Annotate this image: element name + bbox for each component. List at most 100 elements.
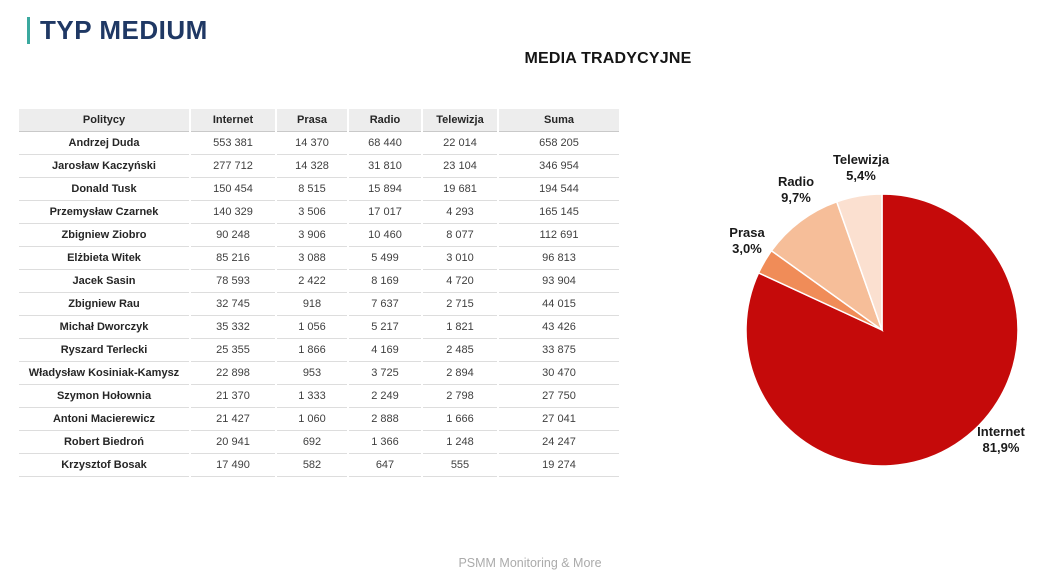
value-cell: 14 328 (277, 155, 347, 178)
media-table: Politycy Internet Prasa Radio Telewizja Suma … (17, 109, 621, 477)
value-cell: 27 750 (499, 385, 619, 408)
value-cell: 3 906 (277, 224, 347, 247)
value-cell: 33 875 (499, 339, 619, 362)
table-row: Zbigniew Rau 32 745 918 7 637 2 715 44 015 (19, 293, 619, 316)
value-cell: 25 355 (191, 339, 275, 362)
pie-label-telewizja-name: Telewizja (832, 152, 890, 167)
value-cell: 30 470 (499, 362, 619, 385)
value-cell: 10 460 (349, 224, 421, 247)
page-title: TYP MEDIUM (27, 15, 208, 46)
value-cell: 555 (423, 454, 497, 477)
value-cell: 140 329 (191, 201, 275, 224)
table-body: Andrzej Duda 553 381 14 370 68 440 22 014 658… (19, 132, 619, 477)
table-header: Politycy Internet Prasa Radio Telewizja Suma (19, 109, 619, 132)
value-cell: 3 010 (423, 247, 497, 270)
value-cell: 93 904 (499, 270, 619, 293)
table-row: Jarosław Kaczyński 277 712 14 328 31 810 23 … (19, 155, 619, 178)
politician-name: Donald Tusk (19, 178, 189, 201)
value-cell: 8 515 (277, 178, 347, 201)
value-cell: 27 041 (499, 408, 619, 431)
politician-name: Zbigniew Rau (19, 293, 189, 316)
value-cell: 1 821 (423, 316, 497, 339)
pie-label-telewizja: Telewizja 5,4% (833, 152, 889, 184)
column-header-0: Politycy (19, 109, 189, 132)
politician-name: Robert Biedroń (19, 431, 189, 454)
value-cell: 277 712 (191, 155, 275, 178)
value-cell: 4 293 (423, 201, 497, 224)
value-cell: 17 490 (191, 454, 275, 477)
value-cell: 1 248 (423, 431, 497, 454)
politician-name: Antoni Macierewicz (19, 408, 189, 431)
page-title-text: TYP MEDIUM (40, 15, 208, 45)
politician-name: Władysław Kosiniak-Kamysz (19, 362, 189, 385)
value-cell: 31 810 (349, 155, 421, 178)
value-cell: 112 691 (499, 224, 619, 247)
value-cell: 2 894 (423, 362, 497, 385)
value-cell: 4 720 (423, 270, 497, 293)
politician-name: Ryszard Terlecki (19, 339, 189, 362)
value-cell: 1 056 (277, 316, 347, 339)
column-header-4: Telewizja (423, 109, 497, 132)
pie-label-internet: Internet 81,9% (977, 424, 1025, 456)
value-cell: 35 332 (191, 316, 275, 339)
value-cell: 3 088 (277, 247, 347, 270)
table-row: Krzysztof Bosak 17 490 582 647 555 19 274 (19, 454, 619, 477)
value-cell: 1 366 (349, 431, 421, 454)
table-row: Przemysław Czarnek 140 329 3 506 17 017 4 29… (19, 201, 619, 224)
pie-label-radio: Radio 9,7% (778, 174, 814, 206)
table-row: Robert Biedroń 20 941 692 1 366 1 248 24 247 (19, 431, 619, 454)
value-cell: 96 813 (499, 247, 619, 270)
chart-title: MEDIA TRADYCYJNE (524, 50, 692, 67)
value-cell: 553 381 (191, 132, 275, 155)
value-cell: 582 (277, 454, 347, 477)
value-cell: 658 205 (499, 132, 619, 155)
value-cell: 85 216 (191, 247, 275, 270)
value-cell: 346 954 (499, 155, 619, 178)
value-cell: 32 745 (191, 293, 275, 316)
pie-label-radio-pct: 9,7% (781, 190, 811, 205)
politician-name: Jacek Sasin (19, 270, 189, 293)
value-cell: 3 725 (349, 362, 421, 385)
value-cell: 22 014 (423, 132, 497, 155)
value-cell: 2 888 (349, 408, 421, 431)
pie-slice-telewizja (835, 193, 883, 331)
table-row: Michał Dworczyk 35 332 1 056 5 217 1 821 43 4… (19, 316, 619, 339)
value-cell: 78 593 (191, 270, 275, 293)
value-cell: 90 248 (191, 224, 275, 247)
value-cell: 2 485 (423, 339, 497, 362)
value-cell: 8 169 (349, 270, 421, 293)
politician-name: Krzysztof Bosak (19, 454, 189, 477)
pie-label-prasa-name: Prasa (729, 225, 765, 240)
value-cell: 5 499 (349, 247, 421, 270)
value-cell: 19 274 (499, 454, 619, 477)
pie-label-telewizja-pct: 5,4% (846, 168, 876, 183)
pie-label-prasa-pct: 3,0% (732, 241, 762, 256)
value-cell: 2 715 (423, 293, 497, 316)
title-accent-bar (27, 17, 30, 44)
value-cell: 4 169 (349, 339, 421, 362)
politician-name: Szymon Hołownia (19, 385, 189, 408)
table-row: Antoni Macierewicz 21 427 1 060 2 888 1 666 2… (19, 408, 619, 431)
column-header-2: Prasa (277, 109, 347, 132)
value-cell: 44 015 (499, 293, 619, 316)
value-cell: 8 077 (423, 224, 497, 247)
value-cell: 692 (277, 431, 347, 454)
table-row: Andrzej Duda 553 381 14 370 68 440 22 014 658… (19, 132, 619, 155)
value-cell: 2 422 (277, 270, 347, 293)
table-row: Szymon Hołownia 21 370 1 333 2 249 2 798 27 7… (19, 385, 619, 408)
column-header-3: Radio (349, 109, 421, 132)
value-cell: 2 798 (423, 385, 497, 408)
value-cell: 150 454 (191, 178, 275, 201)
table-header-row: Politycy Internet Prasa Radio Telewizja Suma (19, 109, 619, 132)
table-row: Elżbieta Witek 85 216 3 088 5 499 3 010 96 81… (19, 247, 619, 270)
value-cell: 5 217 (349, 316, 421, 339)
value-cell: 17 017 (349, 201, 421, 224)
value-cell: 7 637 (349, 293, 421, 316)
value-cell: 19 681 (423, 178, 497, 201)
table-row: Donald Tusk 150 454 8 515 15 894 19 681 194 5… (19, 178, 619, 201)
pie-label-radio-name: Radio (777, 174, 815, 189)
pie-chart-svg (745, 193, 1019, 467)
value-cell: 194 544 (499, 178, 619, 201)
table-row: Władysław Kosiniak-Kamysz 22 898 953 3 725 2… (19, 362, 619, 385)
